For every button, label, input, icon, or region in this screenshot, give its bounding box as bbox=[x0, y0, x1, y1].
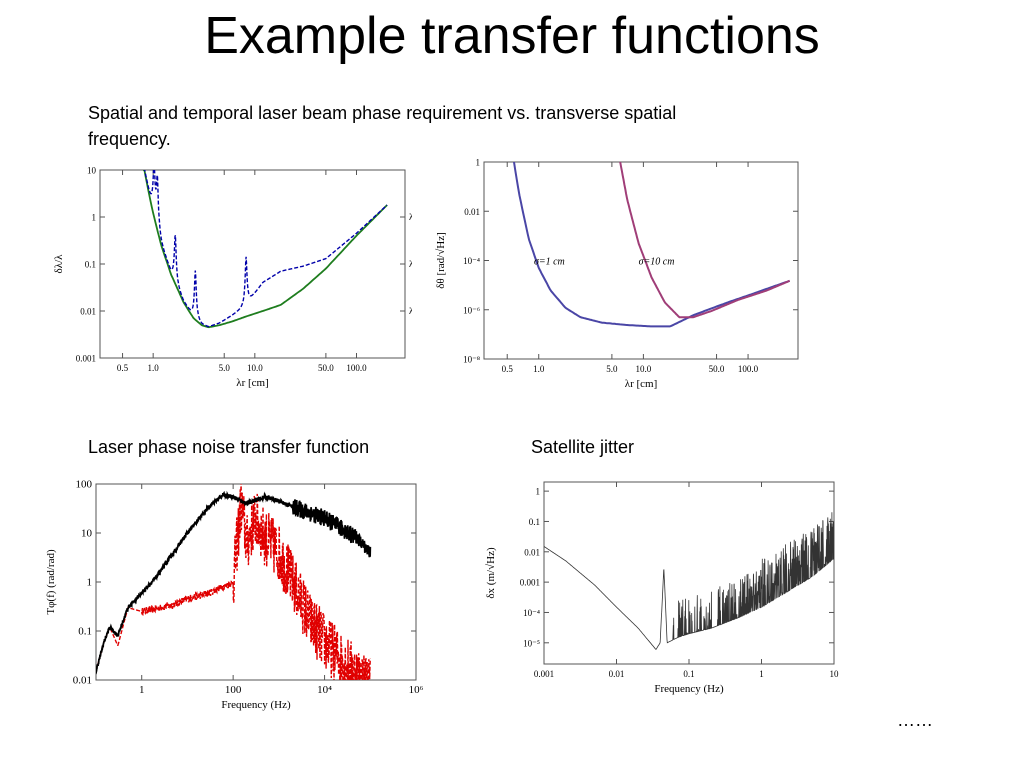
y-tick-label: 1 bbox=[92, 213, 97, 223]
y-axis-label: δx (m/√Hz) bbox=[485, 547, 497, 599]
series-line-sigma-1cm bbox=[513, 162, 791, 328]
x-tick-label: 0.01 bbox=[609, 669, 625, 679]
y-tick-label: 0.001 bbox=[520, 578, 540, 588]
y-tick-label: 10 bbox=[81, 528, 93, 540]
plot-area bbox=[513, 162, 791, 328]
y-tick-label: 10⁻⁴ bbox=[523, 608, 540, 618]
x-tick-label: 0.1 bbox=[683, 669, 694, 679]
x-tick-label: 10⁴ bbox=[317, 684, 332, 696]
x-tick-label: 50.0 bbox=[709, 364, 725, 374]
chart-svg: 0.001 0.01 0.1 1 10 10⁻⁵ 10⁻⁴ 0.001 0.01 0.1 1 Freq… bbox=[485, 481, 840, 695]
y-tick-label: 1 bbox=[87, 577, 93, 589]
y-axis-label: δλ/λ bbox=[53, 254, 65, 274]
y-tick-label: 10 bbox=[87, 166, 97, 176]
x-tick-label: 0.001 bbox=[534, 669, 554, 679]
y-tick-label: 0.01 bbox=[464, 207, 480, 217]
x-tick-label: 1.0 bbox=[148, 363, 160, 373]
x-tick-label: 100.0 bbox=[346, 363, 367, 373]
y-tick-label: 10⁻⁴ bbox=[463, 256, 480, 266]
series-line-black bbox=[96, 490, 372, 675]
x-tick-label: 0.5 bbox=[117, 363, 129, 373]
annotation-sigma-10cm: σ=10 cm bbox=[639, 257, 675, 268]
plot-area bbox=[544, 512, 834, 650]
x-tick-label: 10 bbox=[830, 669, 840, 679]
y-tick-label: 0.01 bbox=[524, 547, 540, 557]
series-line-blue-dashed bbox=[143, 170, 388, 328]
series-line-jitter bbox=[544, 512, 834, 650]
y-tick-label: 0.1 bbox=[85, 260, 96, 270]
x-tick-label: 100.0 bbox=[738, 364, 759, 374]
x-tick-label: 1 bbox=[759, 669, 764, 679]
series-line-green bbox=[142, 170, 388, 329]
y-tick-label: 1 bbox=[476, 158, 481, 168]
chart-svg: 0.5 1.0 5.0 10.0 50.0 100.0 0.001 0.01 0.1 1 10 λr … bbox=[53, 166, 412, 390]
x-tick-label: 10⁶ bbox=[409, 684, 424, 696]
caption-satellite-jitter: Satellite jitter bbox=[531, 437, 635, 457]
continuation-ellipsis: …… bbox=[897, 710, 933, 730]
chart-laser-phase-noise-transfer: 1 100 10⁴ 10⁶ 0.01 0.1 1 10 100 Frequency (Hz) Tφ(… bbox=[40, 478, 430, 728]
x-tick-label: 1.0 bbox=[533, 364, 545, 374]
y-tick-label: 0.001 bbox=[76, 354, 96, 364]
y-axis-label: Tφ(f) (rad/rad) bbox=[45, 549, 57, 615]
chart-svg: 0.5 1.0 5.0 10.0 50.0 100.0 10⁻⁸ 10⁻⁶ 10⁻⁴ 0.01 1 λ… bbox=[435, 158, 799, 390]
x-axis-label: Frequency (Hz) bbox=[654, 683, 724, 695]
y-tick-label: 10⁻⁶ bbox=[463, 305, 480, 315]
chart-phase-noise-requirement: 0.5 1.0 5.0 10.0 50.0 100.0 10⁻⁸ 10⁻⁶ 10⁻⁴ 0.01 1 λ… bbox=[432, 156, 802, 396]
x-axis-label: Frequency (Hz) bbox=[221, 699, 291, 711]
caption-laser-phase-noise: Laser phase noise transfer function bbox=[88, 437, 370, 457]
series-line-sigma-10cm bbox=[619, 162, 791, 319]
y-tick-label: 10⁻⁸ bbox=[463, 355, 480, 365]
plot-area bbox=[96, 484, 372, 680]
y-tick-label: 1 bbox=[536, 487, 541, 497]
x-tick-label: 50.0 bbox=[318, 363, 334, 373]
x-tick-label: 1 bbox=[139, 684, 145, 696]
slide-title: Example transfer functions bbox=[204, 7, 820, 65]
y-tick-label: 10⁻⁵ bbox=[523, 638, 540, 648]
caption-phase-requirement: Spatial and temporal laser beam phase re… bbox=[88, 103, 677, 149]
x-tick-label: 100 bbox=[225, 684, 242, 696]
right-tick-label: λ/100 bbox=[409, 306, 412, 316]
y-tick-label: 100 bbox=[76, 479, 93, 491]
chart-satellite-jitter: 0.001 0.01 0.1 1 10 10⁻⁵ 10⁻⁴ 0.001 0.01 0.1 1 Freq… bbox=[478, 476, 844, 706]
right-tick-label: λ/10 bbox=[409, 259, 412, 269]
chart-wavelength-requirement: 0.5 1.0 5.0 10.0 50.0 100.0 0.001 0.01 0.1 1 10 λr … bbox=[52, 160, 412, 395]
chart-svg: 1 100 10⁴ 10⁶ 0.01 0.1 1 10 100 Frequency (Hz) Tφ(… bbox=[45, 479, 424, 712]
x-axis-label: λr [cm] bbox=[625, 378, 658, 390]
y-tick-label: 0.01 bbox=[80, 307, 96, 317]
x-tick-label: 10.0 bbox=[636, 364, 652, 374]
y-tick-label: 0.1 bbox=[78, 626, 92, 638]
x-tick-label: 5.0 bbox=[219, 363, 231, 373]
x-tick-label: 0.5 bbox=[502, 364, 514, 374]
y-tick-label: 0.01 bbox=[73, 675, 92, 687]
x-tick-label: 5.0 bbox=[606, 364, 618, 374]
x-axis-label: λr [cm] bbox=[236, 377, 269, 389]
y-tick-label: 0.1 bbox=[529, 517, 540, 527]
annotation-sigma-1cm: σ=1 cm bbox=[534, 257, 565, 268]
plot-frame bbox=[99, 169, 406, 359]
right-tick-label: λ bbox=[409, 212, 412, 222]
y-axis-label: δθ [rad/√Hz] bbox=[435, 232, 447, 289]
plot-area bbox=[142, 170, 388, 329]
x-tick-label: 10.0 bbox=[247, 363, 263, 373]
